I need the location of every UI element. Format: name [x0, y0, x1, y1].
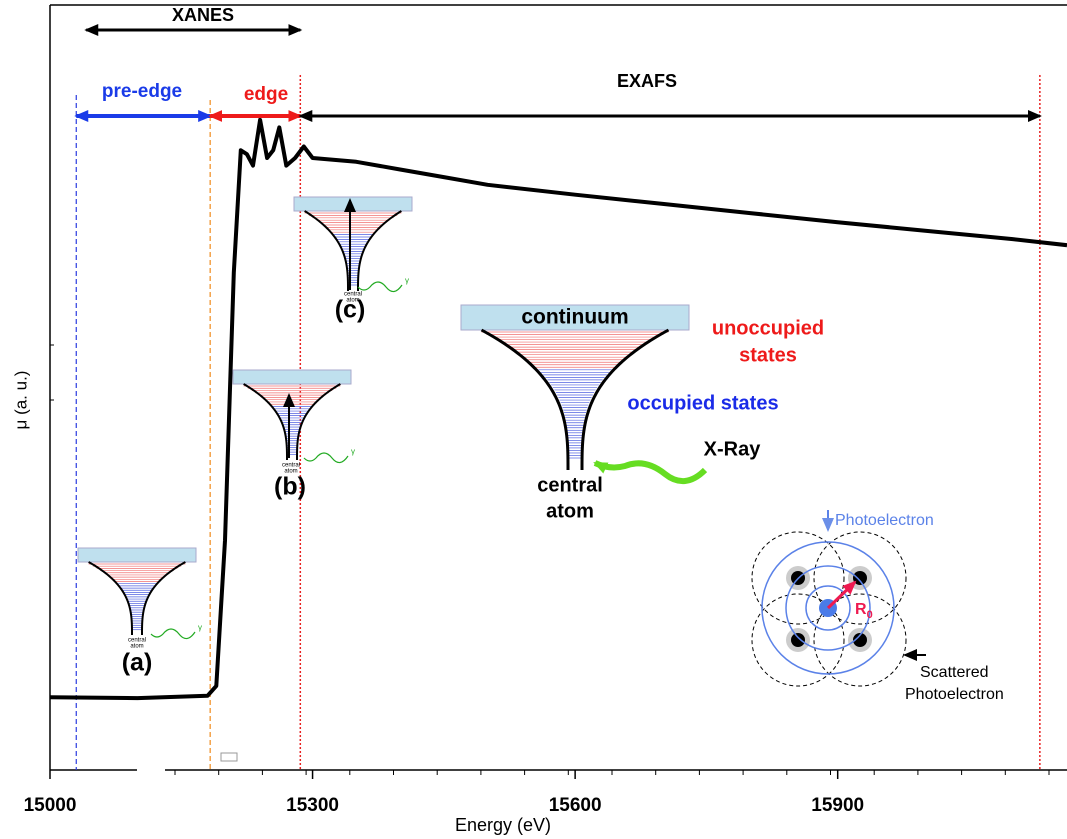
x-tick-label: 15600: [549, 795, 602, 816]
scatter-wave: [751, 593, 845, 687]
y-axis-label: μ (a. u.): [11, 371, 30, 430]
funnel-side: [480, 328, 570, 471]
tiny-xray: [357, 281, 403, 293]
occupied-label: occupied states: [627, 392, 778, 414]
pre-edge-label: pre-edge: [102, 81, 182, 102]
photoelectron-wave: [785, 565, 871, 651]
x-tick-label: 15300: [286, 795, 339, 816]
photoelectron-label: Photoelectron: [835, 512, 934, 529]
neighbor-atom: [853, 633, 867, 647]
tiny-xray: [150, 628, 196, 640]
distance-arrow: [826, 580, 857, 610]
xray-wave: [593, 460, 708, 484]
tiny-xray: [303, 452, 349, 464]
xray-label: X-Ray: [704, 438, 762, 460]
scatter-wave: [751, 531, 845, 625]
unoccupied-label: unoccupied: [712, 317, 824, 339]
scatter-wave: [813, 531, 907, 625]
edge-label: edge: [244, 84, 288, 105]
tiny-gamma: γ: [198, 623, 202, 632]
tiny-atom: atom: [130, 644, 143, 650]
label-b: (b): [274, 473, 306, 501]
tiny-central: central: [128, 638, 146, 644]
tiny-atom: atom: [346, 298, 359, 304]
tiny-central: central: [282, 463, 300, 469]
continuum-band: [77, 547, 197, 563]
tiny-gamma: γ: [351, 447, 355, 456]
tiny-central: central: [344, 292, 362, 298]
spectrum-line: [49, 117, 1067, 701]
continuum-band: [460, 304, 690, 331]
funnel-side: [141, 561, 186, 636]
label-a: (a): [122, 649, 153, 677]
funnel-side: [243, 383, 288, 461]
r-symbol: R: [855, 601, 867, 618]
x-tick-label: 15000: [24, 795, 77, 816]
scatter-wave: [813, 593, 907, 687]
unoccupied-label: states: [739, 344, 797, 366]
neighbor-atom: [791, 633, 805, 647]
label-c: (c): [335, 296, 366, 324]
axis-break: [220, 752, 238, 762]
atom-label: atom: [546, 500, 594, 522]
scattered-label: Scattered: [920, 664, 988, 681]
funnel-side: [296, 383, 341, 461]
tiny-atom: atom: [284, 469, 297, 475]
x-axis-label: Energy (eV): [455, 815, 551, 835]
tiny-gamma: γ: [405, 276, 409, 285]
r-label: R0: [855, 601, 873, 621]
scattered-label: Photoelectron: [905, 686, 1004, 703]
exafs-label: EXAFS: [617, 71, 677, 91]
r-subscript: 0: [867, 609, 873, 621]
neighbor-atom: [853, 571, 867, 585]
continuum-label: continuum: [521, 306, 628, 329]
funnel-side: [88, 561, 133, 636]
funnel-side: [357, 210, 402, 292]
central-label: central: [537, 474, 603, 496]
x-tick-label: 15900: [811, 795, 864, 816]
continuum-band: [232, 369, 352, 385]
photoelectron-wave: [805, 585, 851, 631]
funnel-side: [304, 210, 349, 292]
xanes-label: XANES: [172, 5, 234, 25]
funnel-side: [580, 328, 670, 471]
continuum-band: [293, 196, 413, 212]
photoelectron-wave: [761, 541, 895, 675]
